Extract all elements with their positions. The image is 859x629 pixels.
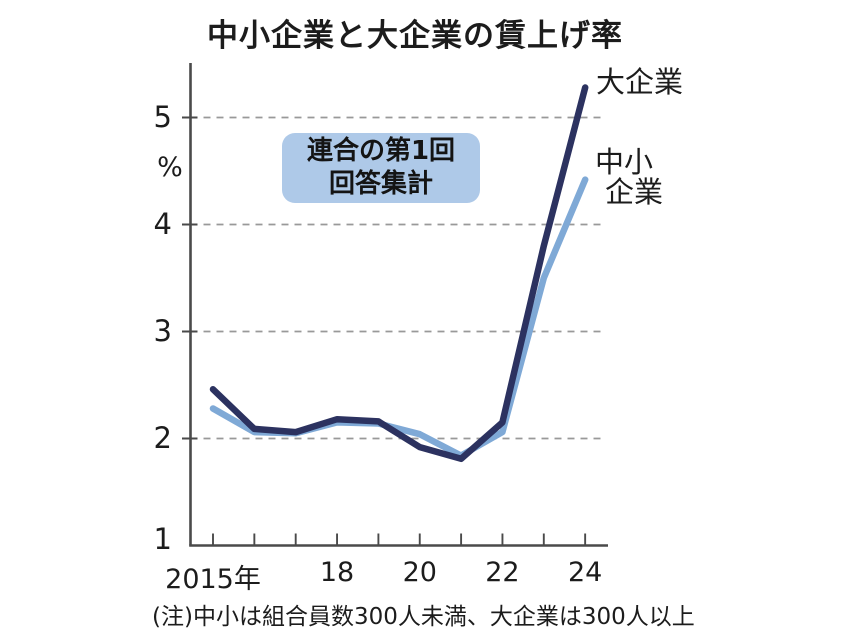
legend-label-sme: 中小 企業 (595, 147, 663, 207)
footnote: (注)中小は組合員数300人未満、大企業は300人以上 (152, 604, 695, 629)
legend-sme-line2: 企業 (605, 175, 664, 209)
y-tick-label: 3 (153, 313, 172, 348)
y-tick-label: 4 (153, 206, 172, 241)
annotation-line1: 連合の第1回 (306, 136, 456, 166)
x-tick-label: 22 (485, 557, 520, 588)
annotation-line2: 回答集計 (328, 169, 433, 199)
annotation-box: 連合の第1回 回答集計 (282, 133, 480, 203)
chart-title: 中小企業と大企業の賃上げ率 (207, 18, 623, 54)
legend-sme-line1: 中小 (595, 145, 654, 179)
x-tick-label: 24 (567, 557, 603, 588)
x-tick-label: 2015年 (165, 564, 261, 595)
y-tick-label: 2 (153, 420, 172, 455)
y-tick-label: 1 (153, 522, 172, 556)
y-tick-label: 5 (153, 99, 172, 134)
x-tick-label: 20 (402, 557, 437, 588)
y-axis-unit-label: % (157, 152, 183, 183)
x-tick-label: 18 (319, 557, 355, 588)
legend-label-large-enterprises: 大企業 (596, 65, 684, 99)
